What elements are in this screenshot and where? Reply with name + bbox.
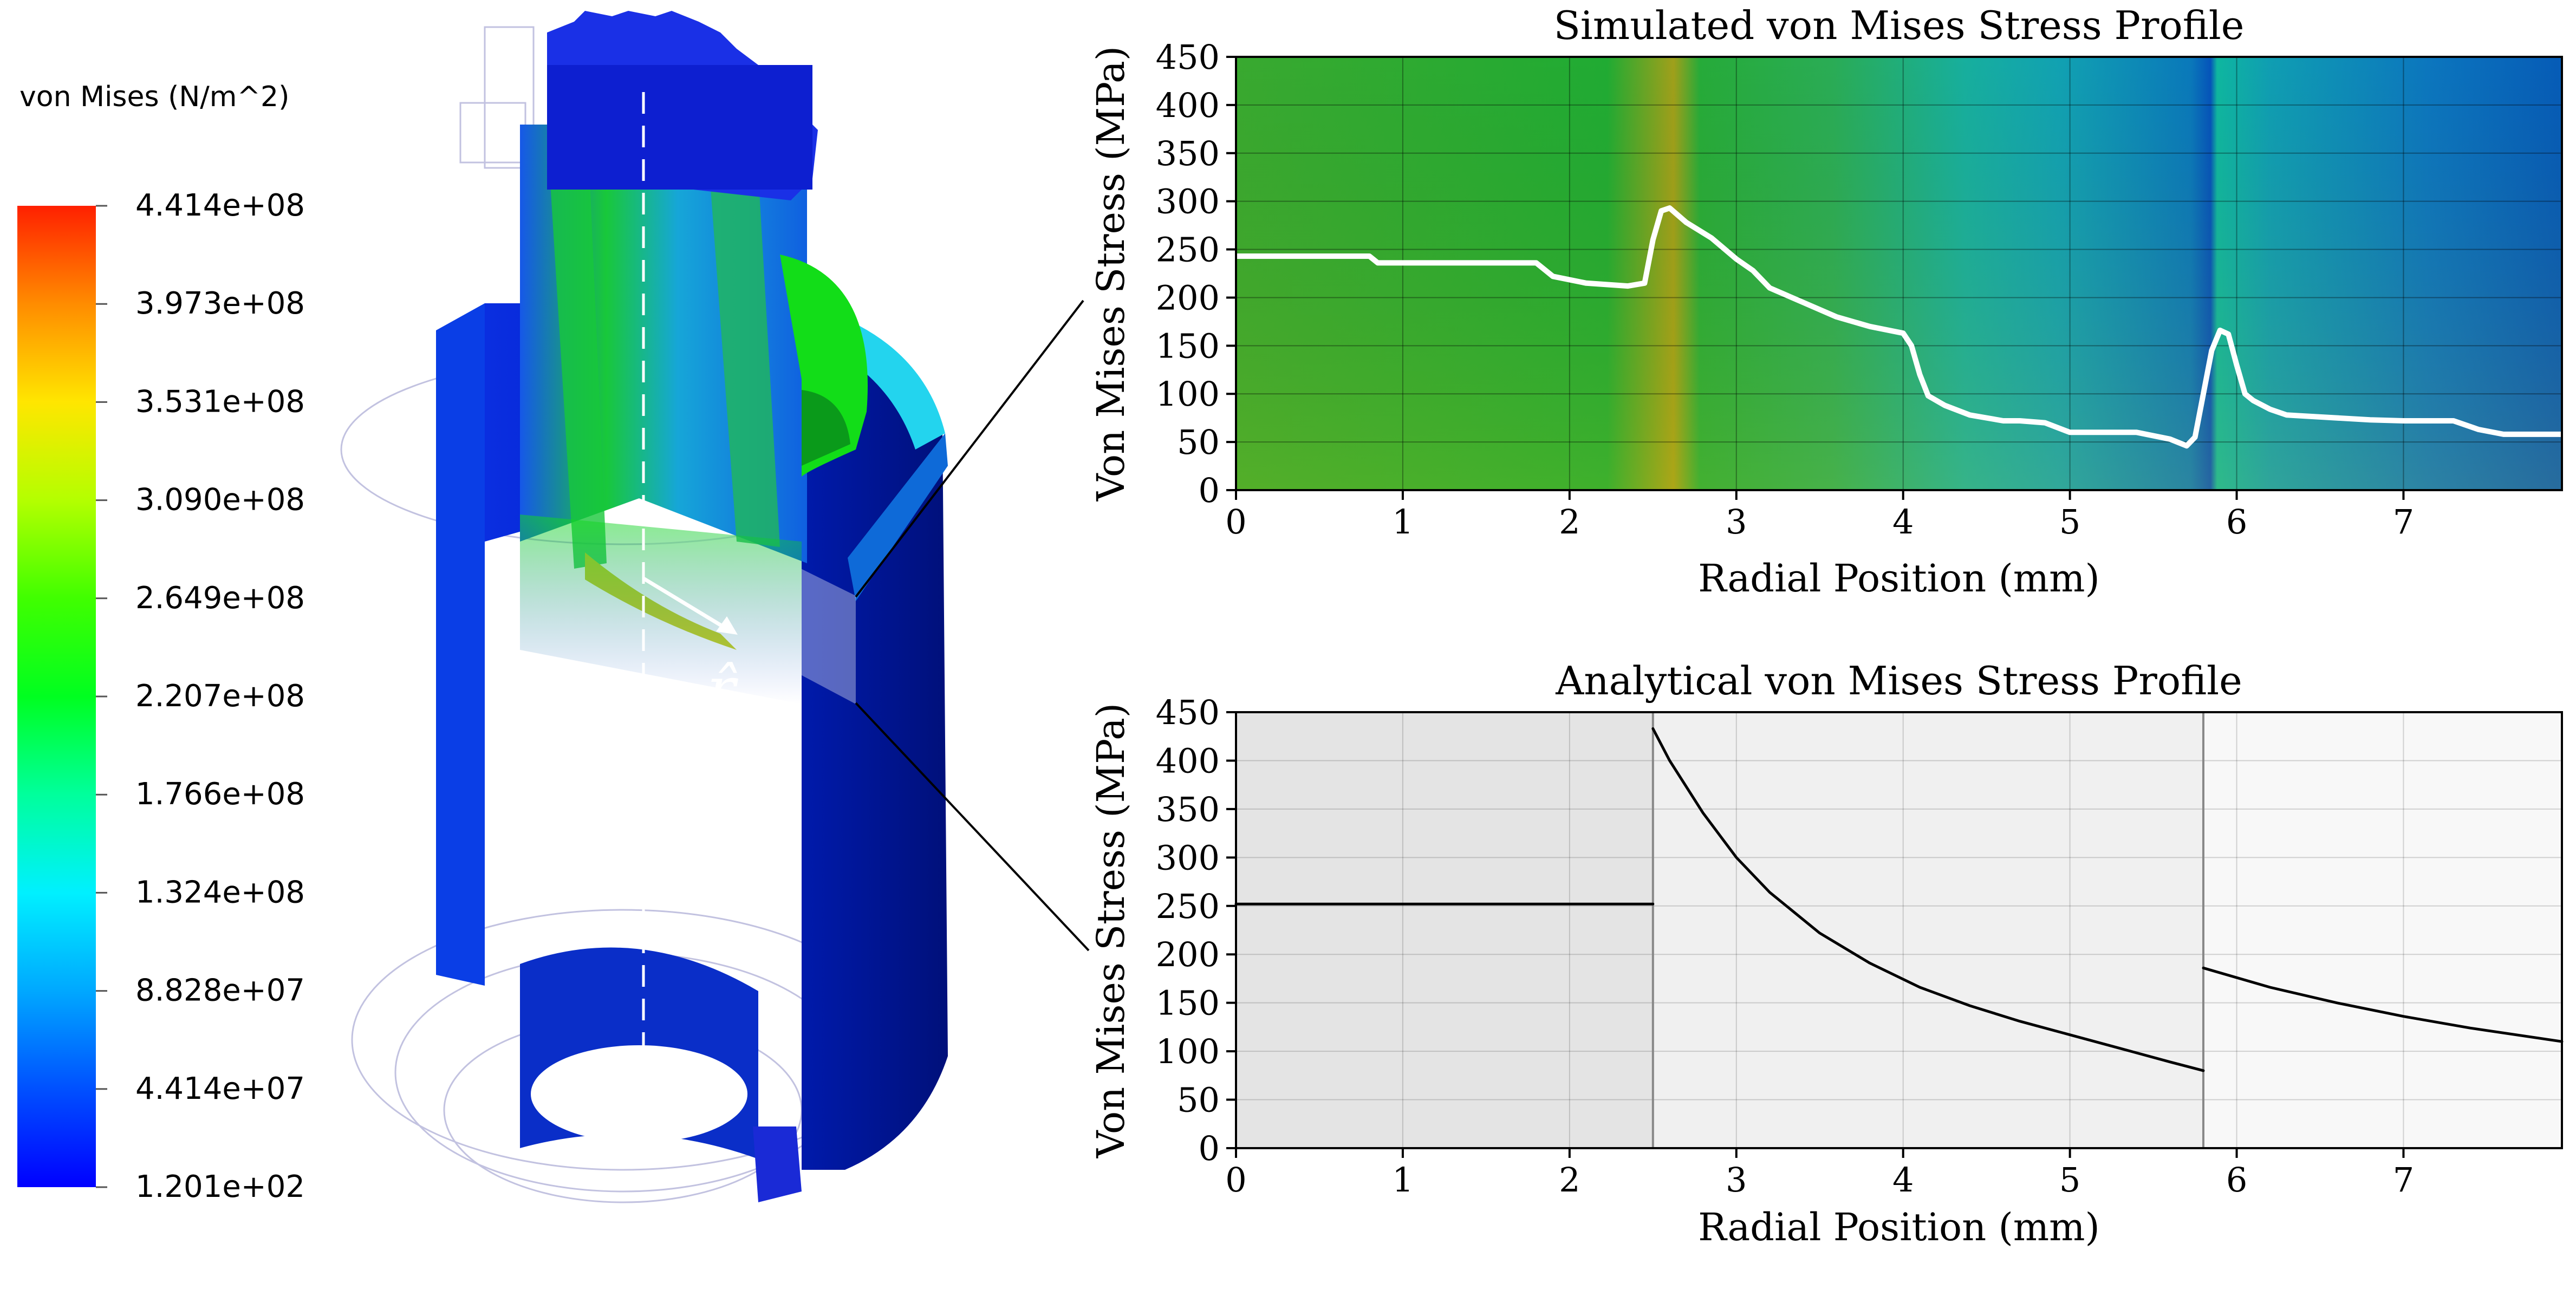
analytical-x-tick-label: 6: [2226, 1160, 2247, 1200]
analytical-y-tick-label: 250: [1156, 887, 1220, 926]
analytical-y-tick-label: 100: [1156, 1032, 1220, 1071]
simulated-x-tick-label: 7: [2393, 502, 2414, 542]
top-gear-face: [547, 65, 812, 190]
colorbar: von Mises (N/m^2) 4.414e+08 3.973e+08 3.53…: [17, 81, 305, 1204]
simulated-x-tick-label: 1: [1392, 502, 1413, 542]
simulated-y-tick-label: 250: [1156, 230, 1220, 270]
colorbar-tick-label: 4.414e+08: [135, 188, 305, 223]
analytical-y-tick-label: 300: [1156, 838, 1220, 877]
analytical-x-axis-label: Radial Position (mm): [1698, 1205, 2100, 1249]
radial-arrow-head: [716, 616, 738, 635]
simulated-x-axis-label: Radial Position (mm): [1698, 556, 2100, 601]
colorbar-gradient: [17, 206, 96, 1187]
colorbar-tick-label: 1.324e+08: [135, 875, 305, 910]
simulated-y-tick-label: 0: [1199, 471, 1220, 510]
analytical-y-tick-label: 450: [1156, 693, 1220, 732]
simulated-x-tick-label: 6: [2226, 502, 2247, 542]
zoom-connector-bottom: [855, 702, 1090, 952]
simulated-x-tick-label: 0: [1225, 502, 1246, 542]
analytical-x-tick-label: 3: [1726, 1160, 1747, 1200]
cylinder-body: [485, 303, 948, 1170]
simulated-y-tick-label: 100: [1156, 374, 1220, 414]
simulated-x-tick-label: 5: [2059, 502, 2080, 542]
colorbar-tick-label: 1.766e+08: [135, 777, 305, 812]
simulated-y-tick-label: 400: [1156, 86, 1220, 125]
colorbar-tick-label: 1.201e+02: [135, 1169, 305, 1204]
simulated-chart-title: Simulated von Mises Stress Profile: [1554, 3, 2245, 48]
analytical-region-middle: [1653, 712, 2203, 1148]
analytical-y-tick-label: 350: [1156, 790, 1220, 829]
lower-flange: [753, 1126, 802, 1202]
simulated-x-tick-label: 3: [1726, 502, 1747, 542]
simulated-y-tick-label: 50: [1177, 422, 1220, 462]
analytical-x-tick-label: 4: [1892, 1160, 1914, 1200]
analytical-series-line: [1651, 727, 2205, 1072]
zoom-connector-top: [855, 299, 1084, 598]
analytical-y-tick-label: 150: [1156, 984, 1220, 1023]
simulated-heatmap-shade: [1236, 57, 2562, 490]
colorbar-tick-label: 3.973e+08: [135, 286, 305, 321]
analytical-plot-frame: [1235, 711, 2563, 1149]
gear-ring-inner: [802, 390, 850, 466]
analytical-series-line: [2202, 966, 2564, 1043]
shaft-stripe-left: [547, 130, 607, 569]
simulated-plot-frame: [1235, 56, 2563, 491]
analytical-y-tick-label: 0: [1199, 1129, 1220, 1168]
simulated-y-axis-label: Von Mises Stress (MPa): [1089, 46, 1133, 502]
simulated-stress-chart: Simulated von Mises Stress Profile Radia…: [1089, 3, 2565, 601]
simulated-y-tick-label: 450: [1156, 37, 1220, 77]
simulated-y-tick-label: 200: [1156, 278, 1220, 317]
colorbar-ticks: 4.414e+08 3.973e+08 3.531e+08 3.090e+08 2.64…: [96, 188, 305, 1204]
cylinder-model: r̂: [340, 11, 1090, 1203]
simulated-y-tick-label: 350: [1156, 134, 1220, 173]
outer-rim-band: [848, 433, 948, 601]
colorbar-tick-label: 3.531e+08: [135, 384, 305, 419]
analytical-x-tick-label: 0: [1225, 1160, 1246, 1200]
radial-arrow: [642, 577, 727, 630]
analytical-region-outer: [2203, 712, 2562, 1148]
analytical-chart-title: Analytical von Mises Stress Profile: [1555, 658, 2242, 704]
simulated-y-tick-label: 300: [1156, 182, 1220, 222]
radial-unit-label: r̂: [707, 654, 739, 724]
analytical-region-core: [1236, 712, 1653, 1148]
analytical-y-tick-label: 200: [1156, 935, 1220, 974]
outer-shell-front: [436, 303, 485, 986]
analytical-x-tick-label: 5: [2059, 1160, 2080, 1200]
shaft-stripe-right: [710, 173, 780, 547]
colorbar-tick-label: 2.207e+08: [135, 679, 305, 714]
simulated-x-tick-label: 2: [1559, 502, 1580, 542]
analytical-x-tick-label: 2: [1559, 1160, 1580, 1200]
colorbar-tick-label: 8.828e+07: [135, 973, 305, 1008]
analytical-y-tick-label: 400: [1156, 741, 1220, 780]
analytical-y-axis-label: Von Mises Stress (MPa): [1089, 703, 1133, 1158]
analytical-stress-chart: Analytical von Mises Stress Profile Radi…: [1089, 658, 2564, 1249]
analytical-x-tick-label: 1: [1392, 1160, 1413, 1200]
analytical-y-tick-label: 50: [1177, 1080, 1220, 1120]
analytical-x-tick-label: 7: [2393, 1160, 2414, 1200]
simulated-x-tick-label: 4: [1892, 502, 1914, 542]
simulated-series-line: [1233, 205, 2565, 449]
colorbar-tick-label: 4.414e+07: [135, 1071, 305, 1106]
colorbar-tick-label: 3.090e+08: [135, 483, 305, 518]
simulated-y-tick-label: 150: [1156, 326, 1220, 366]
lower-bore-opening: [531, 1045, 747, 1143]
stress-glow: [520, 515, 802, 704]
colorbar-tick-label: 2.649e+08: [135, 581, 305, 616]
colorbar-title: von Mises (N/m^2): [19, 81, 289, 113]
